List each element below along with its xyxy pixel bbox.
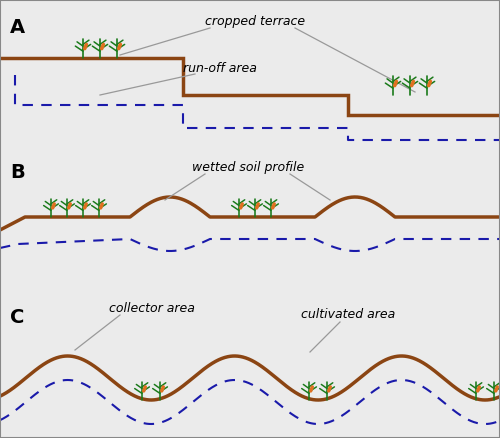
Text: cultivated area: cultivated area <box>301 308 395 321</box>
Text: collector area: collector area <box>109 301 195 314</box>
Text: A: A <box>10 18 25 37</box>
Text: wetted soil profile: wetted soil profile <box>192 162 304 174</box>
Text: cropped terrace: cropped terrace <box>205 15 305 28</box>
Text: B: B <box>10 163 25 182</box>
Text: C: C <box>10 308 24 327</box>
Text: run-off area: run-off area <box>183 61 257 74</box>
